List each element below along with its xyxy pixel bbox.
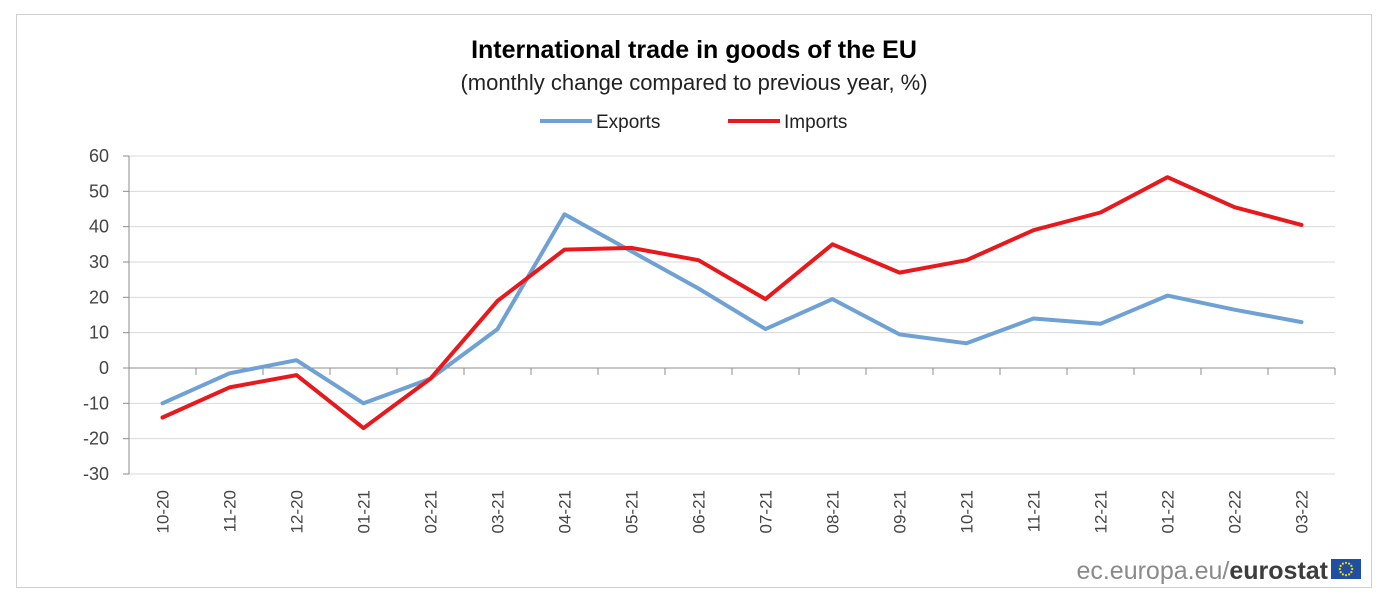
data-point-exports	[1032, 317, 1036, 321]
data-point-exports	[764, 327, 768, 331]
data-point-imports	[1166, 175, 1170, 179]
x-tick-label: 06-21	[690, 490, 709, 533]
data-point-exports	[965, 341, 969, 345]
data-point-exports	[697, 287, 701, 291]
chart-subtitle: (monthly change compared to previous yea…	[460, 70, 927, 95]
data-point-exports	[228, 371, 232, 375]
data-point-exports	[1300, 320, 1304, 324]
chart-title: International trade in goods of the EU	[471, 36, 917, 64]
x-tick-label: 10-21	[958, 490, 977, 533]
data-point-imports	[1233, 205, 1237, 209]
data-point-exports	[496, 327, 500, 331]
y-tick-label: 40	[89, 217, 109, 237]
eu-flag-star	[1339, 571, 1342, 574]
data-point-imports	[496, 299, 500, 303]
eu-flag-field	[1331, 559, 1361, 579]
data-point-imports	[831, 242, 835, 246]
eu-flag-star	[1344, 574, 1348, 577]
y-tick-label: -20	[83, 429, 109, 449]
data-point-imports	[295, 373, 299, 377]
data-point-exports	[1099, 322, 1103, 326]
source-prefix: ec.europa.eu/	[1076, 557, 1229, 585]
y-tick-label: 30	[89, 252, 109, 272]
source-text: ec.europa.eu/eurostat	[1076, 557, 1328, 585]
data-point-imports	[563, 248, 567, 252]
x-tick-label: 03-22	[1293, 490, 1312, 533]
data-point-exports	[898, 332, 902, 336]
x-tick-label: 03-21	[489, 490, 508, 533]
x-tick-label: 11-21	[1025, 490, 1044, 532]
data-point-imports	[898, 271, 902, 275]
data-point-exports	[161, 401, 165, 405]
data-point-exports	[295, 358, 299, 362]
data-point-exports	[1166, 294, 1170, 298]
legend: Exports Imports	[540, 112, 847, 133]
data-point-imports	[1300, 223, 1304, 227]
gridlines	[129, 155, 1335, 475]
eu-flag-star	[1350, 571, 1353, 574]
y-tick-label: 50	[89, 181, 109, 201]
y-tick-label: 0	[99, 358, 109, 378]
data-point-exports	[831, 297, 835, 301]
eu-flag-star	[1344, 561, 1348, 564]
y-tick-label: 10	[89, 323, 109, 343]
x-tick-label: 02-21	[422, 490, 441, 533]
eu-flag-star	[1350, 564, 1353, 568]
data-point-imports	[697, 258, 701, 262]
x-tick-label: 02-22	[1226, 490, 1245, 533]
x-tick-label: 01-21	[355, 490, 374, 533]
series-line-imports	[160, 175, 1304, 431]
series-line-exports	[160, 212, 1304, 406]
x-tick-label: 04-21	[556, 490, 575, 533]
source-brand: eurostat	[1229, 557, 1328, 585]
data-point-imports	[161, 415, 165, 419]
x-tick-label: 01-22	[1159, 490, 1178, 533]
eu-flag-star	[1348, 573, 1351, 576]
eu-flag-star	[1348, 562, 1351, 565]
eu-flag-icon	[1331, 559, 1361, 579]
eu-flag-star	[1351, 567, 1354, 571]
data-point-imports	[228, 385, 232, 389]
data-point-imports	[1099, 211, 1103, 215]
y-axis: 60 50 40 30 20 10 0 -10 -20 -30	[83, 146, 130, 484]
x-tick-label: 12-21	[1092, 490, 1111, 533]
data-point-exports	[362, 401, 366, 405]
eu-flag-star	[1341, 573, 1344, 576]
data-point-imports	[764, 297, 768, 301]
eu-flag-star	[1338, 567, 1341, 571]
eu-flag-star	[1341, 562, 1344, 565]
y-tick-label: 60	[89, 146, 109, 166]
x-axis: 10-20 11-20 12-20 01-21 02-21 03-21 04-21 05-21…	[128, 367, 1336, 533]
chart-frame	[16, 14, 1372, 588]
y-tick-label: -30	[83, 464, 109, 484]
y-tick-label: -10	[83, 393, 109, 413]
legend-label-imports: Imports	[784, 112, 847, 133]
data-point-imports	[362, 426, 366, 430]
x-tick-label: 10-20	[154, 490, 173, 533]
data-point-imports	[1032, 228, 1036, 232]
x-tick-label: 12-20	[288, 490, 307, 533]
x-tick-label: 07-21	[757, 490, 776, 533]
x-tick-label: 08-21	[824, 490, 843, 533]
series-lines	[160, 175, 1304, 431]
data-point-imports	[965, 258, 969, 262]
y-tick-label: 20	[89, 287, 109, 307]
data-point-imports	[429, 377, 433, 381]
legend-label-exports: Exports	[596, 112, 660, 133]
data-point-exports	[563, 212, 567, 216]
x-tick-label: 09-21	[891, 490, 910, 533]
source-attribution: ec.europa.eu/eurostat	[1076, 557, 1361, 585]
data-point-imports	[630, 246, 634, 250]
eu-flag-star	[1339, 564, 1342, 568]
x-tick-label: 11-20	[221, 490, 240, 532]
x-tick-label: 05-21	[623, 490, 642, 533]
data-point-exports	[1233, 308, 1237, 312]
